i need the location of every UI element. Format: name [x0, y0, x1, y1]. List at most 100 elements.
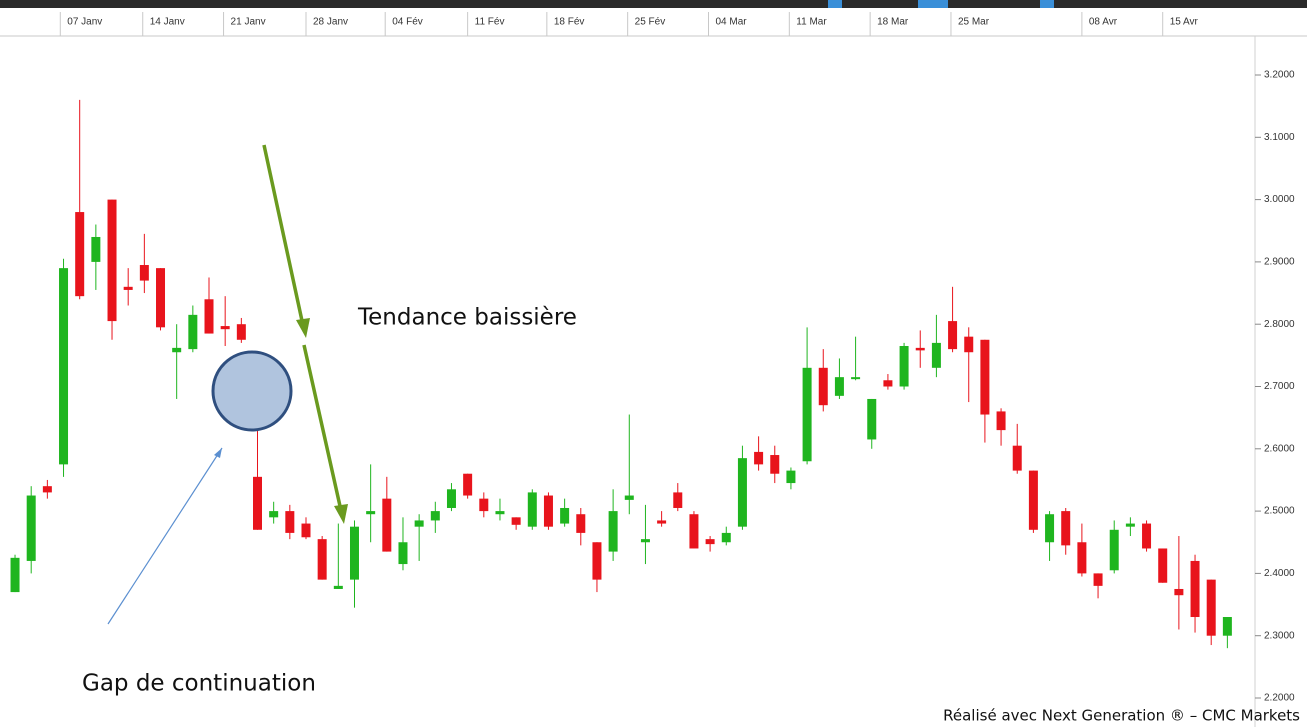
x-tick-label: 11 Mar: [796, 17, 827, 28]
candle-body: [770, 455, 780, 474]
candle-body: [527, 492, 537, 527]
x-tick-label: 18 Fév: [554, 17, 585, 28]
candle-body: [382, 498, 392, 552]
y-tick-label: 2.9000: [1264, 257, 1295, 268]
annotation: Tendance baissière: [357, 305, 577, 331]
y-tick-label: 3.0000: [1264, 194, 1295, 205]
candle-body: [333, 585, 343, 589]
candle-body: [786, 470, 796, 484]
candle-body: [285, 511, 295, 533]
y-tick-label: 2.6000: [1264, 443, 1295, 454]
candle-body: [398, 542, 408, 565]
candle-body: [42, 486, 52, 493]
candle-body: [851, 377, 861, 380]
candle-body: [1012, 445, 1022, 471]
candle-body: [996, 411, 1006, 431]
candle-body: [59, 268, 69, 465]
annotation: Gap de continuation: [82, 671, 316, 697]
candle-body: [1222, 617, 1232, 636]
y-tick-label: 3.2000: [1264, 70, 1295, 81]
candle-body: [204, 299, 214, 334]
x-tick-label: 07 Janv: [67, 17, 102, 28]
trend-arrow-head: [296, 318, 310, 338]
candle-body: [495, 511, 505, 515]
x-tick-label: 11 Fév: [475, 17, 505, 28]
candle-body: [349, 526, 359, 580]
candle-body: [1028, 470, 1038, 530]
y-tick-label: 2.7000: [1264, 381, 1295, 392]
trend-arrow: [302, 344, 344, 516]
x-tick-label: 14 Janv: [150, 17, 185, 28]
trend-arrow-head: [334, 504, 348, 524]
plot: 07 Janv 14 Janv 21 Janv 28 Janv 04 Fév 11 Fév…: [10, 12, 1295, 704]
candle-body: [139, 265, 149, 281]
candle-body: [156, 268, 166, 328]
x-tick-label: 18 Mar: [877, 17, 909, 28]
candle-body: [705, 539, 715, 545]
candle-body: [172, 347, 182, 353]
candle-body: [317, 539, 327, 580]
top-bar-accent: [1040, 0, 1054, 8]
candle-body: [463, 473, 473, 496]
candle-body: [188, 314, 198, 350]
candle-body: [689, 514, 699, 549]
candle-body: [366, 511, 376, 515]
candle-body: [1061, 511, 1071, 546]
gap-circle: [211, 350, 293, 432]
candle-body: [576, 514, 586, 533]
candle-body: [980, 339, 990, 415]
candle-body: [608, 511, 618, 552]
top-bar-accent: [918, 0, 948, 8]
candle-body: [26, 495, 36, 561]
candle-body: [479, 498, 489, 512]
candle-body: [446, 489, 456, 508]
candle-body: [883, 380, 893, 387]
y-tick-label: 2.3000: [1264, 630, 1295, 641]
candle-body: [220, 326, 230, 330]
top-bar-accent: [828, 0, 842, 8]
candle-body: [253, 476, 263, 530]
candle-body: [1077, 542, 1087, 574]
x-tick-label: 28 Janv: [313, 17, 348, 28]
candle-body: [867, 398, 877, 440]
x-tick-label: 08 Avr: [1089, 17, 1118, 28]
candle-body: [657, 520, 667, 524]
candle-body: [737, 458, 747, 527]
x-tick-label: 25 Fév: [635, 17, 666, 28]
candle-body: [964, 336, 974, 353]
candle-body: [899, 346, 909, 387]
candle-body: [1142, 523, 1152, 549]
candle-body: [915, 347, 925, 351]
candle-body: [414, 520, 424, 527]
candle-body: [624, 495, 634, 500]
y-tick-label: 2.2000: [1264, 693, 1295, 704]
candle-body: [931, 342, 941, 368]
candle-body: [948, 321, 958, 350]
candle-body: [818, 367, 828, 406]
candle-body: [543, 495, 553, 527]
candle-body: [123, 286, 133, 290]
candle-body: [721, 532, 731, 543]
candle-body: [430, 511, 440, 521]
footer: Réalisé avec Next Generation ® – CMC Mar…: [943, 707, 1300, 725]
y-tick-label: 2.8000: [1264, 319, 1295, 330]
candle-body: [592, 542, 602, 580]
candle-body: [269, 511, 279, 518]
candle-body: [1125, 523, 1135, 527]
candle-body: [511, 517, 521, 525]
candle-body: [834, 377, 844, 396]
candle-body: [560, 507, 570, 524]
x-tick-label: 04 Fév: [392, 17, 423, 28]
candle-body: [107, 199, 117, 322]
candle-body: [1109, 529, 1119, 571]
candle-body: [1190, 560, 1200, 618]
top-bar: [0, 0, 1307, 8]
candle-body: [91, 236, 101, 262]
candle-body: [754, 451, 764, 465]
candle-body: [301, 523, 311, 538]
gap-arrow: [107, 447, 223, 625]
y-tick-label: 2.4000: [1264, 568, 1295, 579]
trend-arrow: [262, 144, 306, 331]
